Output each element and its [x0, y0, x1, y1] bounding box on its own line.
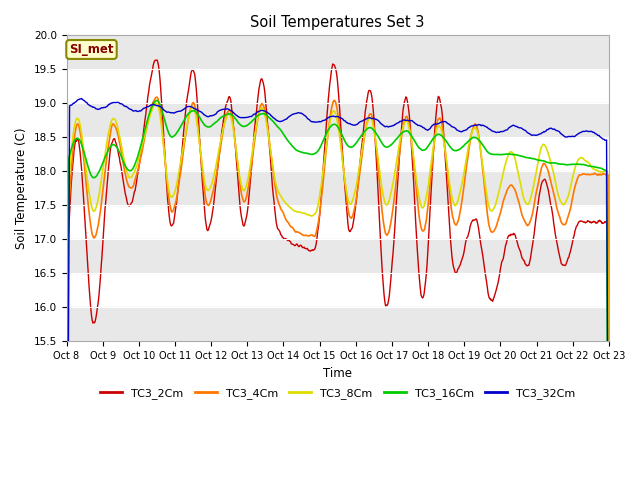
Y-axis label: Soil Temperature (C): Soil Temperature (C) [15, 128, 28, 249]
Legend: TC3_2Cm, TC3_4Cm, TC3_8Cm, TC3_16Cm, TC3_32Cm: TC3_2Cm, TC3_4Cm, TC3_8Cm, TC3_16Cm, TC3… [95, 383, 580, 403]
X-axis label: Time: Time [323, 367, 352, 380]
Bar [67, 103, 609, 137]
Bar [67, 307, 609, 341]
Text: SI_met: SI_met [69, 43, 114, 56]
Bar [67, 36, 609, 69]
Bar [67, 239, 609, 273]
Title: Soil Temperatures Set 3: Soil Temperatures Set 3 [250, 15, 425, 30]
Bar [67, 171, 609, 205]
